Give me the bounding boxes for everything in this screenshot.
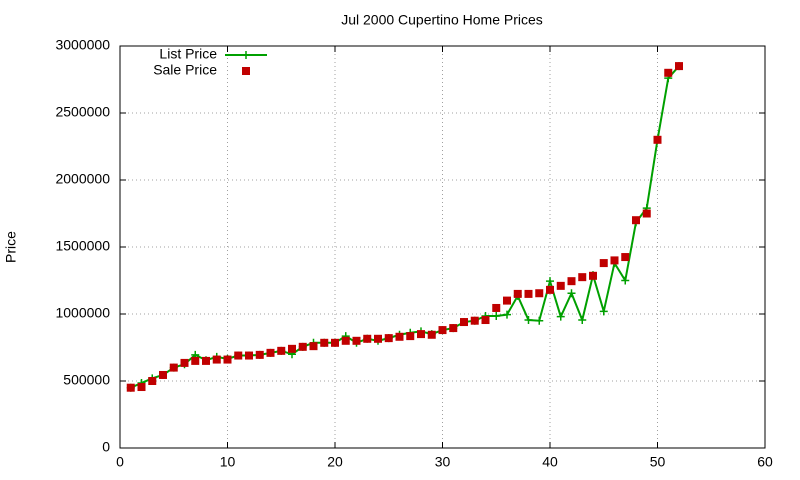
data-point [610, 256, 619, 265]
data-point [406, 332, 415, 341]
y-tick-label: 3000000 [55, 37, 110, 53]
data-point [320, 338, 329, 347]
data-point [374, 334, 382, 343]
data-point [513, 289, 522, 298]
legend-label: List Price [159, 46, 217, 62]
data-point [567, 277, 576, 286]
data-point [556, 312, 565, 321]
data-point [352, 336, 361, 345]
y-tick-label: 1000000 [55, 305, 110, 321]
y-tick-label: 1500000 [55, 238, 110, 254]
y-tick-label: 2000000 [55, 171, 110, 187]
data-point [266, 348, 275, 357]
data-point [341, 336, 350, 345]
data-point [535, 289, 544, 298]
data-point [363, 334, 372, 343]
data-point [298, 342, 307, 351]
data-point [621, 253, 630, 262]
data-point [438, 326, 447, 335]
data-point [492, 312, 501, 321]
data-point [223, 355, 232, 364]
plot-frame [119, 45, 766, 449]
x-tick-label: 0 [116, 454, 124, 470]
data-point [556, 281, 565, 290]
data-point [202, 356, 210, 365]
data-point [212, 355, 221, 364]
data-point [492, 303, 501, 312]
data-point [180, 358, 189, 367]
data-point [546, 285, 554, 294]
data-point [599, 259, 608, 268]
data-point [675, 62, 683, 71]
data-point [417, 330, 425, 339]
data-point [535, 316, 544, 325]
x-tick-label: 20 [327, 454, 343, 470]
data-point [589, 271, 597, 280]
x-tick-label: 10 [220, 454, 236, 470]
data-point [642, 209, 651, 218]
series-line [130, 65, 680, 389]
x-tick-label: 60 [757, 454, 773, 470]
data-point [245, 351, 253, 360]
data-point [255, 350, 264, 359]
data-point [395, 332, 404, 341]
data-point [191, 356, 200, 365]
data-point [524, 316, 533, 325]
data-point [470, 316, 479, 325]
data-point [384, 334, 393, 343]
chart-title: Jul 2000 Cupertino Home Prices [341, 12, 543, 28]
data-point [126, 383, 135, 392]
y-axis-label: Price [3, 231, 19, 263]
data-point [277, 346, 286, 355]
data-point [159, 370, 167, 379]
y-tick-label: 2500000 [55, 104, 110, 120]
data-point [546, 277, 554, 286]
legend-swatch [242, 67, 250, 75]
data-point [169, 363, 178, 372]
data-point [632, 216, 640, 225]
data-point [234, 351, 243, 360]
data-point [331, 338, 339, 347]
data-point [578, 316, 587, 325]
data-point [449, 324, 458, 333]
data-point [503, 296, 511, 305]
data-point [137, 383, 146, 392]
data-point [567, 289, 576, 298]
data-point [309, 342, 318, 351]
data-point [288, 344, 296, 353]
data-point [599, 307, 608, 316]
data-point [460, 318, 468, 327]
y-tick-label: 500000 [63, 372, 110, 388]
data-point [427, 330, 436, 339]
y-tick-label: 0 [102, 439, 110, 455]
legend-label: Sale Price [153, 62, 217, 78]
x-tick-label: 40 [542, 454, 558, 470]
data-point [503, 310, 511, 319]
data-point [578, 273, 587, 282]
data-point [621, 276, 630, 285]
x-tick-label: 30 [435, 454, 451, 470]
data-point [664, 68, 673, 77]
legend-swatch [242, 51, 250, 59]
data-point [481, 316, 490, 325]
data-point [524, 289, 533, 298]
data-point [653, 135, 662, 144]
x-tick-label: 50 [650, 454, 666, 470]
data-point [148, 377, 157, 385]
